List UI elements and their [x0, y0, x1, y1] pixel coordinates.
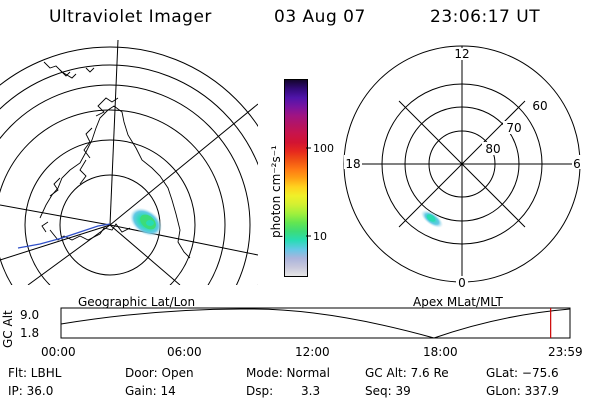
geographic-caption: Geographic Lat/Lon: [78, 295, 196, 309]
timeline-ytick-low: 1.8: [20, 326, 40, 340]
instrument-title: Ultraviolet Imager: [49, 7, 212, 27]
apex-caption: Apex MLat/MLT: [413, 295, 503, 309]
longitude-lines: [0, 40, 258, 285]
mlt-label-6: 6: [573, 157, 581, 171]
aurora-emission-left: [129, 207, 163, 237]
info-flt: Flt: LBHL: [8, 366, 62, 380]
header-time: 23:06:17 UT: [430, 7, 541, 27]
info-mode: Mode: Normal: [246, 366, 330, 380]
info-dsp-value: 3.3: [301, 384, 321, 398]
timeline-xtick-2: 12:00: [295, 345, 330, 359]
timeline-xtick-3: 18:00: [423, 345, 458, 359]
altitude-curve: [60, 308, 571, 339]
info-dsp-label: Dsp:: [246, 384, 274, 398]
antarctica-coastline: [39, 61, 191, 259]
colorbar-tick-100: 100: [313, 142, 334, 155]
lat-label-70: 70: [506, 121, 521, 135]
info-gain: Gain: 14: [125, 384, 176, 398]
colorbar: [284, 79, 308, 277]
info-glat: GLat: −75.6: [486, 366, 559, 380]
info-seq: Seq: 39: [365, 384, 411, 398]
info-glon: GLon: 337.9: [486, 384, 559, 398]
info-ip: IP: 36.0: [8, 384, 54, 398]
colorbar-tick-10: 10: [313, 230, 327, 243]
colorbar-unit-label: photon cm⁻²s⁻¹: [269, 145, 283, 238]
timeline-xtick-0: 00:00: [41, 345, 76, 359]
timeline-xtick-4: 23:59: [548, 345, 583, 359]
mlt-label-0: 0: [458, 276, 466, 290]
blue-track-line: [17, 223, 111, 249]
lat-label-60: 60: [532, 99, 547, 113]
timeline-ytick-high: 9.0: [20, 308, 40, 322]
mlt-label-18: 18: [345, 157, 360, 171]
info-door: Door: Open: [125, 366, 194, 380]
mlt-label-12: 12: [454, 47, 469, 61]
aurora-emission-right: [420, 210, 444, 228]
header-date: 03 Aug 07: [274, 7, 366, 27]
colorbar-gradient: [285, 80, 307, 276]
info-gc-alt: GC Alt: 7.6 Re: [365, 366, 449, 380]
lat-label-80: 80: [485, 142, 500, 156]
timeline-xtick-1: 06:00: [167, 345, 202, 359]
